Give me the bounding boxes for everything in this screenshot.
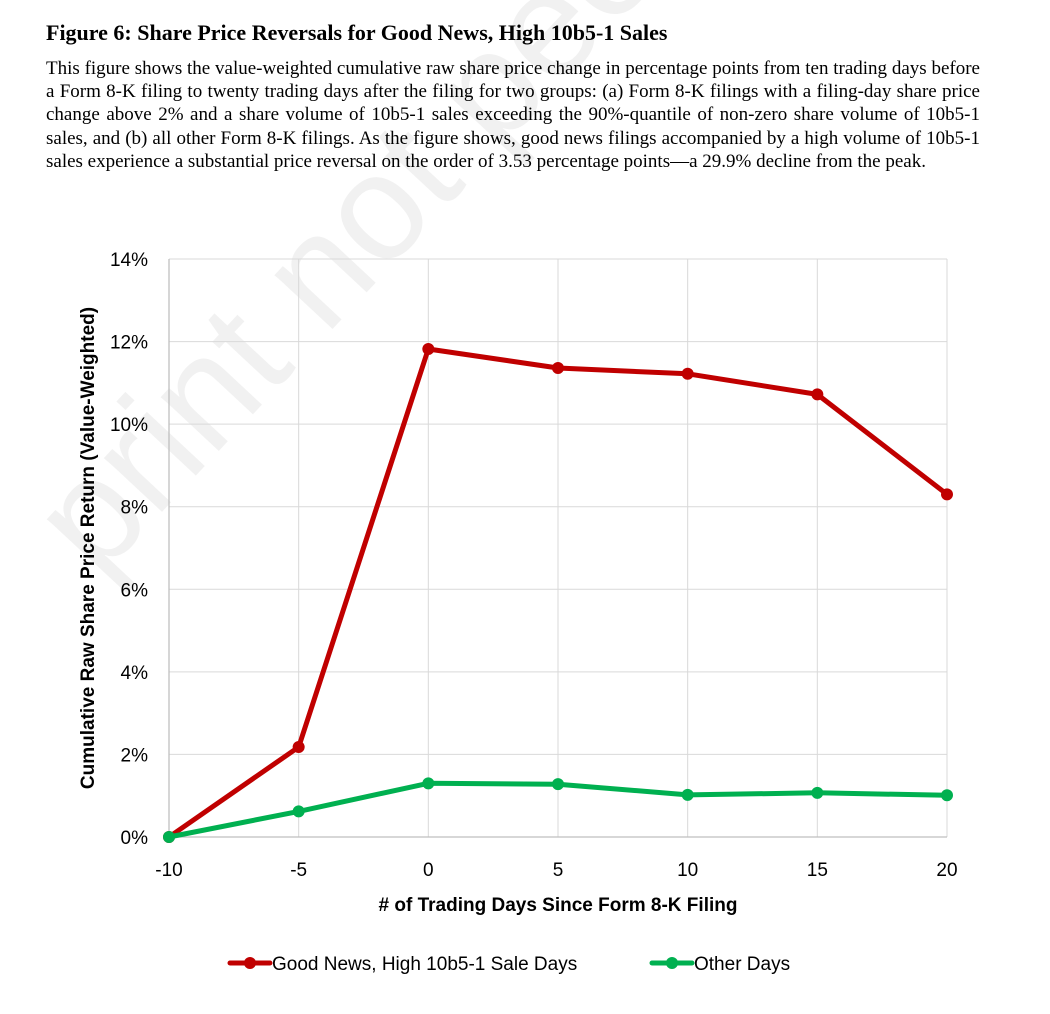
data-point bbox=[163, 831, 175, 843]
data-point bbox=[552, 361, 564, 374]
figure-title: Figure 6: Share Price Reversals for Good… bbox=[46, 20, 668, 45]
data-point bbox=[811, 388, 824, 401]
x-tick-label: 15 bbox=[807, 860, 828, 881]
data-point bbox=[681, 367, 694, 380]
x-axis-title: # of Trading Days Since Form 8-K Filing bbox=[379, 895, 738, 916]
data-point bbox=[941, 488, 953, 501]
y-axis-tick-labels: 0% 2% 4% 6% 8% 10% 12% 14% bbox=[110, 250, 148, 849]
legend-swatch-marker bbox=[244, 957, 256, 969]
y-tick-label: 2% bbox=[121, 745, 149, 766]
y-tick-label: 6% bbox=[121, 580, 149, 601]
y-tick-label: 0% bbox=[121, 828, 149, 849]
x-tick-label: 5 bbox=[553, 860, 564, 881]
x-tick-label: -10 bbox=[155, 860, 182, 881]
y-tick-label: 8% bbox=[121, 498, 149, 519]
data-point bbox=[552, 778, 564, 791]
line-chart: 0% 2% 4% 6% 8% 10% 12% 14% -10 -5 0 5 10 15 20 Cumula… bbox=[78, 250, 958, 975]
y-tick-label: 12% bbox=[110, 333, 148, 354]
grid-lines bbox=[168, 258, 948, 838]
data-point bbox=[941, 789, 953, 802]
x-tick-label: 20 bbox=[936, 860, 957, 881]
y-tick-label: 10% bbox=[110, 415, 148, 436]
series-layer bbox=[163, 343, 953, 843]
legend-swatch-marker bbox=[666, 957, 678, 969]
data-point bbox=[422, 343, 435, 356]
data-point bbox=[422, 777, 435, 790]
y-tick-label: 4% bbox=[121, 663, 149, 684]
x-tick-label: -5 bbox=[290, 860, 307, 881]
x-tick-label: 0 bbox=[423, 860, 434, 881]
x-tick-label: 10 bbox=[677, 860, 698, 881]
y-axis-title: Cumulative Raw Share Price Return (Value… bbox=[78, 307, 99, 789]
figure-caption: This figure shows the value-weighted cum… bbox=[46, 58, 980, 172]
legend-label: Good News, High 10b5-1 Sale Days bbox=[272, 954, 577, 975]
data-point bbox=[292, 805, 305, 818]
x-axis-tick-labels: -10 -5 0 5 10 15 20 bbox=[155, 860, 957, 881]
data-point bbox=[681, 788, 694, 801]
y-tick-label: 14% bbox=[110, 250, 148, 271]
legend-label: Other Days bbox=[694, 954, 790, 975]
data-point bbox=[811, 786, 824, 799]
legend: Good News, High 10b5-1 Sale Days Other Da… bbox=[227, 954, 790, 975]
data-point bbox=[292, 740, 305, 753]
